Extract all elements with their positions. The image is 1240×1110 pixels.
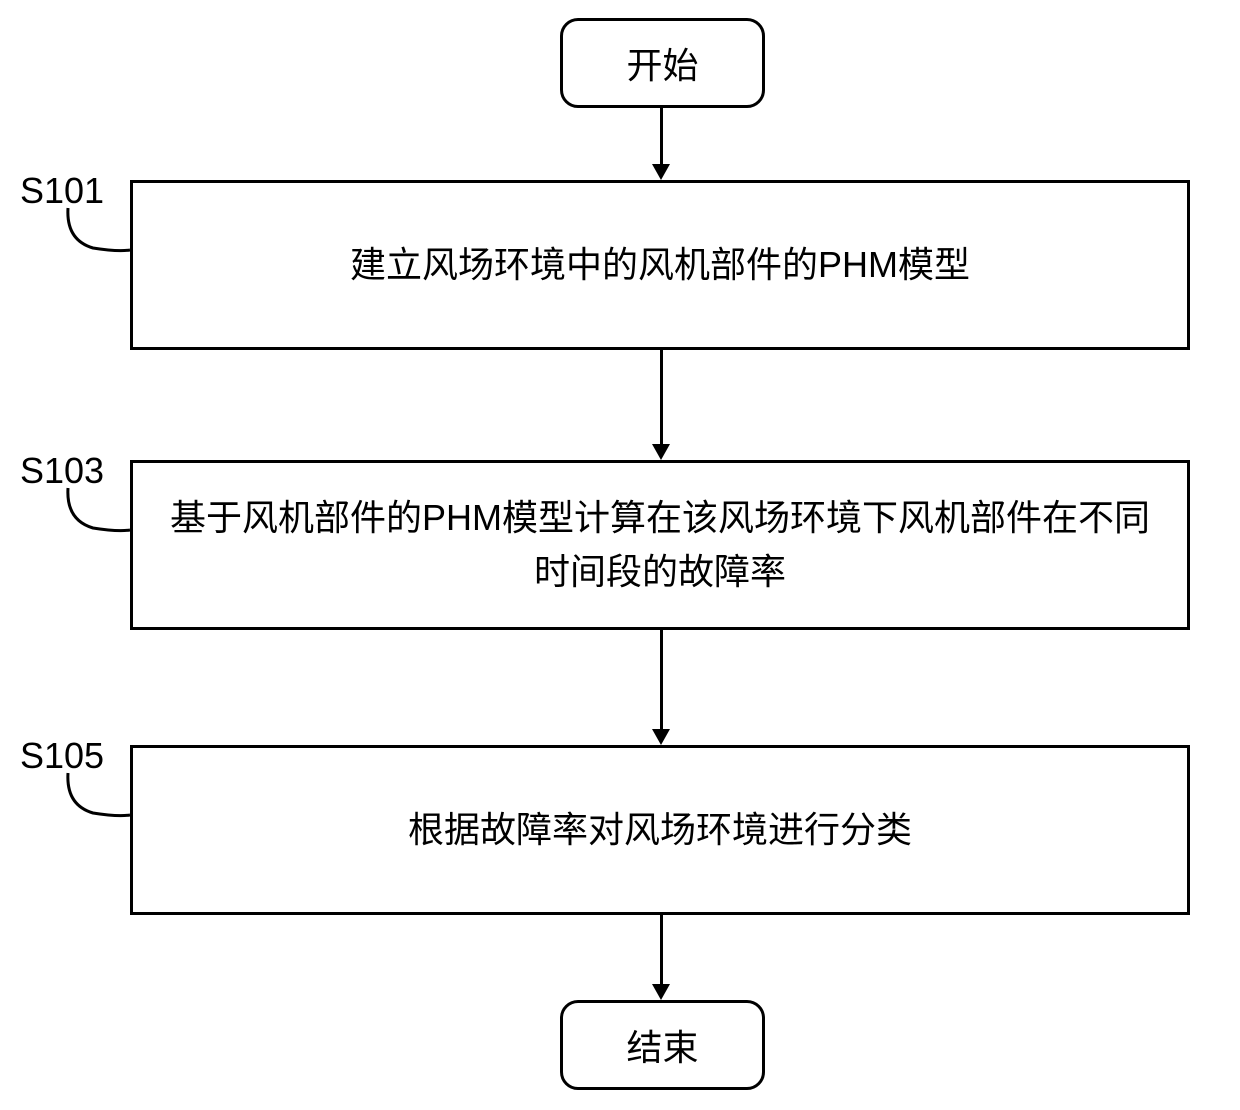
arrowhead-4 [652,984,670,1000]
edge-step2-step3 [660,630,663,729]
step2-text: 基于风机部件的PHM模型计算在该风场环境下风机部件在不同时间段的故障率 [153,491,1167,599]
step1-label-connector [58,200,138,260]
end-label: 结束 [626,1019,698,1071]
step3-node: 根据故障率对风场环境进行分类 [130,745,1190,915]
edge-start-step1 [660,108,663,164]
start-node: 开始 [560,18,765,108]
arrowhead-3 [652,729,670,745]
step3-label-connector [58,765,138,825]
step2-node: 基于风机部件的PHM模型计算在该风场环境下风机部件在不同时间段的故障率 [130,460,1190,630]
edge-step3-end [660,915,663,984]
end-node: 结束 [560,1000,765,1090]
step2-label-connector [58,480,138,540]
arrowhead-1 [652,164,670,180]
step1-node: 建立风场环境中的风机部件的PHM模型 [130,180,1190,350]
arrowhead-2 [652,444,670,460]
start-label: 开始 [626,37,698,89]
step1-text: 建立风场环境中的风机部件的PHM模型 [350,238,970,292]
step3-text: 根据故障率对风场环境进行分类 [408,803,912,857]
edge-step1-step2 [660,350,663,444]
flowchart-container: 开始 S101 建立风场环境中的风机部件的PHM模型 S103 基于风机部件的P… [0,0,1240,1110]
